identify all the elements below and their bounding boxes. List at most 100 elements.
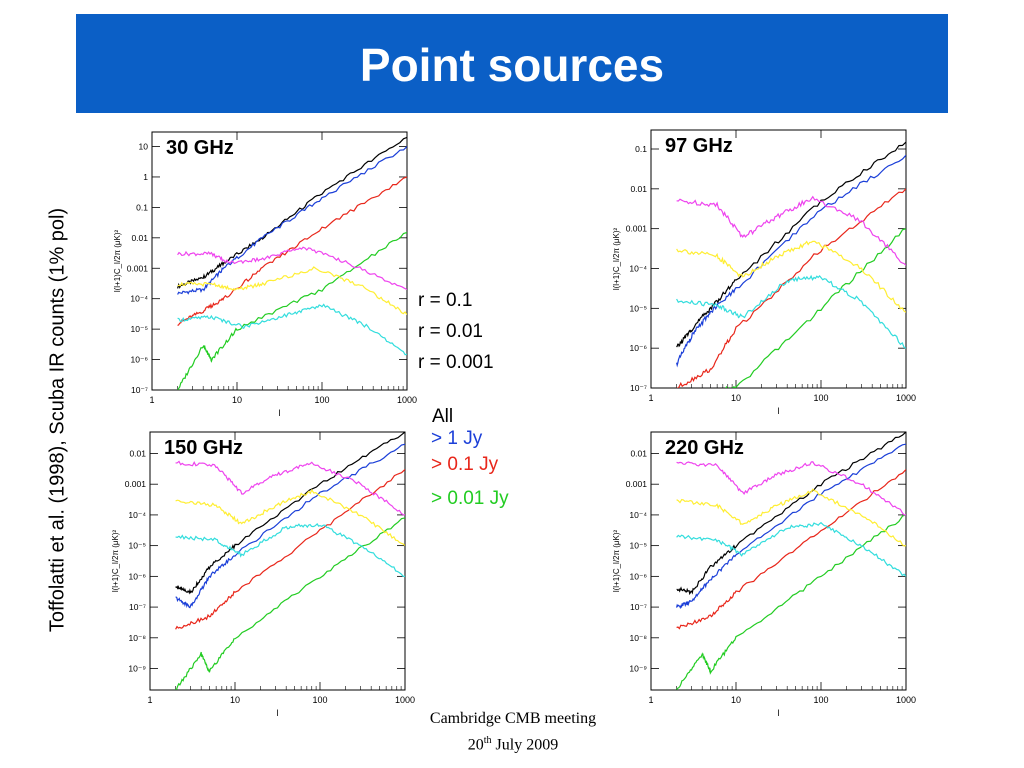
series-line [676, 521, 906, 577]
y-axis-label: l(l+1)C_l/2π (μK)² [612, 529, 621, 592]
y-tick-label: 10⁻⁷ [630, 383, 647, 393]
series-line [676, 432, 906, 596]
x-tick-label: 1 [648, 393, 653, 403]
y-tick-label: 0.01 [630, 448, 647, 458]
y-axis-label: l(l+1)C_l/2π (μK)² [111, 529, 120, 592]
series-line [175, 488, 405, 547]
x-tick-label: 100 [813, 393, 828, 403]
y-tick-label: 10⁻⁷ [131, 385, 148, 395]
y-tick-label: 10⁻⁴ [629, 510, 647, 520]
x-axis-label: l [279, 408, 281, 418]
x-tick-label: 100 [813, 695, 828, 705]
series-line [175, 522, 405, 577]
y-tick-label: 10⁻⁴ [130, 294, 148, 304]
y-tick-label: 10⁻⁸ [629, 633, 647, 643]
footer: Cambridge CMB meeting 20th July 2009 [405, 708, 621, 756]
y-tick-label: 10⁻⁶ [630, 571, 647, 581]
chart-title: 97 GHz [665, 135, 733, 157]
x-tick-label: 10 [731, 393, 741, 403]
y-axis-label: l(l+1)C_l/2π (μK)² [612, 227, 621, 290]
y-tick-label: 1 [143, 172, 148, 182]
y-tick-label: 10⁻⁷ [129, 602, 146, 612]
series-line [676, 443, 906, 610]
x-axis-label: l [778, 708, 780, 718]
y-tick-label: 10⁻⁵ [129, 541, 146, 551]
y-tick-label: 10⁻⁷ [630, 602, 647, 612]
y-tick-label: 10⁻⁵ [630, 303, 647, 313]
y-tick-label: 10⁻⁶ [630, 343, 647, 353]
series-line [177, 246, 407, 291]
y-tick-label: 10⁻⁴ [629, 264, 647, 274]
footer-date-rest: July 2009 [491, 736, 559, 754]
y-tick-label: 10⁻⁹ [629, 664, 647, 674]
x-tick-label: 10 [731, 695, 741, 705]
series-line [175, 517, 405, 690]
y-tick-label: 0.01 [630, 184, 647, 194]
chart-title: 30 GHz [166, 137, 234, 159]
title-bar: Point sources [76, 14, 948, 113]
y-tick-label: 10⁻⁴ [128, 510, 146, 520]
series-line [676, 141, 906, 348]
x-axis-label: l [277, 708, 279, 718]
plot-frame [151, 131, 408, 391]
series-line [676, 274, 906, 349]
y-tick-label: 10⁻⁹ [128, 664, 146, 674]
series-line [175, 443, 405, 609]
x-tick-label: 100 [314, 395, 329, 405]
y-tick-label: 0.01 [129, 448, 146, 458]
x-tick-label: 100 [312, 695, 327, 705]
series-line [177, 136, 407, 289]
legend-r-0: r = 0.1 [418, 290, 473, 311]
x-tick-label: 1000 [896, 393, 916, 403]
y-tick-label: 10⁻⁸ [128, 633, 146, 643]
series-line [676, 188, 906, 388]
y-axis-label: l(l+1)C_l/2π (μK)² [113, 229, 122, 292]
x-tick-label: 1 [147, 695, 152, 705]
series-line [676, 240, 906, 313]
legend-r-1: r = 0.01 [418, 321, 483, 342]
y-tick-label: 0.1 [635, 144, 647, 154]
y-tick-label: 0.001 [626, 479, 648, 489]
x-tick-label: 1 [648, 695, 653, 705]
series-line [177, 231, 407, 390]
plot-frame [650, 431, 907, 691]
series-line [725, 228, 906, 388]
chart-97ghz: 1 10 100 1000 10⁻⁷ 10⁻⁶ 10⁻⁵ 10⁻⁴ 0.001 0.01 0.1 l l… [612, 129, 916, 416]
x-tick-label: 1 [149, 395, 154, 405]
legend-r-2: r = 0.001 [418, 352, 494, 373]
x-axis-label: l [778, 406, 780, 416]
plot-frame [149, 431, 406, 691]
y-tick-label: 0.001 [626, 224, 648, 234]
chart-title: 150 GHz [164, 437, 243, 459]
y-tick-label: 10⁻⁵ [131, 324, 148, 334]
legend-gt-0-1jy: > 0.1 Jy [431, 454, 499, 475]
legend-gt-1jy: > 1 Jy [431, 428, 483, 449]
series-line [177, 266, 407, 315]
chart-150ghz: 1 10 100 1000 10⁻⁹ 10⁻⁸ 10⁻⁷ 10⁻⁶ 10⁻⁵ 10⁻⁴ 0.001 0… [111, 431, 415, 718]
legend-gt-0-01jy: > 0.01 Jy [431, 488, 509, 509]
slide-title: Point sources [359, 39, 665, 91]
series-line [676, 154, 906, 368]
footer-line-1: Cambridge CMB meeting [429, 710, 597, 727]
x-tick-label: 1000 [397, 395, 417, 405]
plot-frame [650, 129, 907, 389]
series-line [676, 514, 906, 690]
series-line [175, 460, 405, 516]
footer-date-day: 20 [467, 736, 484, 754]
series-line [175, 469, 405, 630]
series-line [177, 146, 407, 295]
chart-30ghz: 1 10 100 1000 10⁻⁷ 10⁻⁶ 10⁻⁵ 10⁻⁴ 0.001 0.01 0.1 1 1… [113, 131, 417, 418]
x-tick-label: 10 [232, 395, 242, 405]
footer-line-2: 20th July 2009 [405, 730, 621, 756]
y-tick-label: 10⁻⁶ [131, 355, 148, 365]
y-tick-label: 10 [139, 142, 149, 152]
series-line [676, 195, 906, 266]
y-tick-label: 0.001 [125, 479, 147, 489]
series-line [676, 461, 906, 516]
legend-all: All [432, 406, 454, 427]
x-tick-label: 1000 [896, 695, 916, 705]
chart-title: 220 GHz [665, 437, 744, 459]
y-tick-label: 10⁻⁵ [630, 541, 647, 551]
side-note: Toffolatti et al. (1998), Scuba IR count… [38, 150, 78, 690]
x-tick-label: 10 [230, 695, 240, 705]
